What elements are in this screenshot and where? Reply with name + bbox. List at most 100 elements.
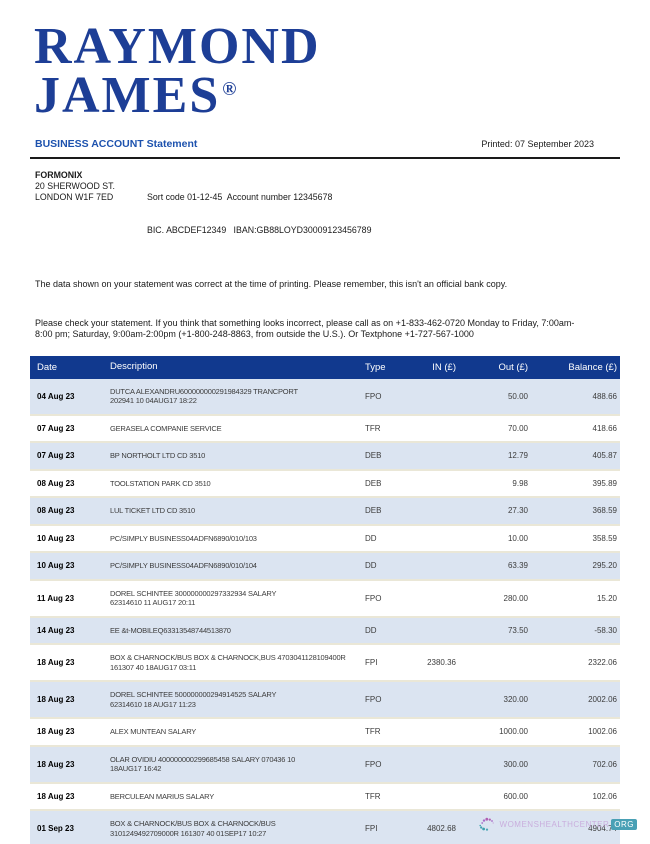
cell-type: DEB xyxy=(365,451,382,461)
table-row: 11 Aug 23 DOREL SCHINTEE 3000000002973329… xyxy=(30,580,620,618)
watermark-org-badge: ORG xyxy=(611,818,637,830)
cell-description: OLAR OVIDIU 400000000299685458 SALARY 07… xyxy=(110,754,296,774)
cell-in: 2380.36 xyxy=(427,658,456,667)
cell-description: BOX & CHARNOCK/BUS BOX & CHARNOCK,BUS 47… xyxy=(110,653,346,672)
cell-balance: 702.06 xyxy=(592,759,617,769)
cell-balance: 2322.06 xyxy=(588,658,617,667)
cell-balance: 102.06 xyxy=(592,791,617,801)
cell-out: 280.00 xyxy=(503,593,528,603)
cell-description: BP NORTHOLT LTD CD 3510 xyxy=(110,451,206,460)
header-divider xyxy=(30,157,620,159)
cell-type: DEB xyxy=(365,478,382,488)
table-row: 18 Aug 23 BERCULEAN MARIUS SALARY TFR 600.0… xyxy=(30,783,620,811)
cell-balance: 488.66 xyxy=(592,391,617,401)
cell-date: 18 Aug 23 xyxy=(37,791,75,801)
cell-date: 18 Aug 23 xyxy=(37,695,75,704)
logo-james-text: JAMES xyxy=(34,67,221,124)
cell-date: 18 Aug 23 xyxy=(37,658,75,667)
watermark: WOMENSHEALTHCENTER ORG xyxy=(478,816,637,832)
address-line-1: 20 SHERWOOD ST. xyxy=(35,181,116,191)
table-row: 18 Aug 23 BOX & CHARNOCK/BUS BOX & CHARNO… xyxy=(30,645,620,682)
column-header-type: Type xyxy=(365,361,386,373)
cell-description: BOX & CHARNOCK/BUS BOX & CHARNOCK/BUS 31… xyxy=(110,819,276,838)
cell-out: 73.50 xyxy=(507,625,528,635)
table-header: Date Description Type IN (£) Out (£) Balance … xyxy=(30,355,620,379)
cell-type: DD xyxy=(365,533,377,543)
column-header-out: Out (£) xyxy=(498,361,528,373)
cell-type: DEB xyxy=(365,506,382,516)
cell-balance: 418.66 xyxy=(592,423,617,433)
column-header-balance: Balance (£) xyxy=(568,361,617,373)
cell-out: 600.00 xyxy=(503,791,528,801)
cell-type: TFR xyxy=(365,423,381,433)
cell-description: DUTCA ALEXANDRU600000000291984329 TRANCP… xyxy=(110,386,298,406)
table-row: 18 Aug 23 ALEX MUNTEAN SALARY TFR 1000.00 10… xyxy=(30,719,620,747)
table-row: 18 Aug 23 OLAR OVIDIU 400000000299685458 … xyxy=(30,746,620,784)
swirl-dots-icon xyxy=(478,817,494,831)
sort-code-account-number: Sort code 01-12-45 Account number 123456… xyxy=(147,192,333,202)
registered-trademark-symbol: ® xyxy=(222,79,237,100)
cell-date: 14 Aug 23 xyxy=(37,625,75,635)
cell-description: EE &t-MOBILEQ63313548744513870 xyxy=(110,625,231,635)
cell-out: 50.00 xyxy=(507,391,528,401)
cell-balance: 15.20 xyxy=(596,593,617,603)
cell-type: DD xyxy=(365,561,377,571)
logo-line-raymond: RAYMOND xyxy=(34,18,321,75)
cell-description: GERASELA COMPANIE SERVICE xyxy=(110,423,222,433)
cell-balance: 395.89 xyxy=(592,478,617,488)
cell-out: 9.98 xyxy=(512,478,528,488)
cell-description: BERCULEAN MARIUS SALARY xyxy=(110,791,215,801)
cell-out: 1000.00 xyxy=(499,727,528,737)
cell-out: 70.00 xyxy=(507,423,528,433)
cell-date: 08 Aug 23 xyxy=(37,506,75,516)
title-statement-word: Statement xyxy=(146,138,198,150)
cell-type: FPO xyxy=(365,695,382,704)
cell-balance: -58.30 xyxy=(594,625,617,635)
table-row: 07 Aug 23 GERASELA COMPANIE SERVICE TFR 70.… xyxy=(30,415,620,443)
cell-balance: 405.87 xyxy=(592,451,617,461)
cell-type: DD xyxy=(365,625,377,635)
cell-out: 27.30 xyxy=(507,506,528,516)
column-header-description: Description xyxy=(110,361,158,373)
table-row: 18 Aug 23 DOREL SCHINTEE 5000000002949145… xyxy=(30,682,620,719)
table-row: 08 Aug 23 LUL TICKET LTD CD 3510 DEB 27.30 3… xyxy=(30,498,620,526)
watermark-site-name: WOMENSHEALTHCENTER xyxy=(499,819,610,829)
column-header-in: IN (£) xyxy=(432,361,456,373)
cell-out: 63.39 xyxy=(507,561,528,571)
cell-type: FPO xyxy=(365,759,382,769)
cell-date: 07 Aug 23 xyxy=(37,423,75,433)
table-row: 08 Aug 23 TOOLSTATION PARK CD 3510 DEB 9.98… xyxy=(30,470,620,498)
cell-balance: 295.20 xyxy=(592,561,617,571)
account-numbers: Sort code 01-12-45 Account number 123456… xyxy=(147,170,371,258)
account-details-block: FORMONIX 20 SHERWOOD ST. LONDON W1F 7ED … xyxy=(35,170,620,258)
table-row: 01 Sep 23 BOX & CHARNOCK/BUS BOX & CHARNO… xyxy=(30,811,620,844)
page-title: BUSINESS ACCOUNT Statement xyxy=(35,138,197,150)
notice-contact: Please check your statement. If you thin… xyxy=(35,317,575,340)
cell-type: TFR xyxy=(365,727,381,737)
cell-type: FPO xyxy=(365,391,382,401)
notice-data-correct: The data shown on your statement was cor… xyxy=(35,279,508,289)
table-row: 07 Aug 23 BP NORTHOLT LTD CD 3510 DEB 12.79… xyxy=(30,443,620,471)
cell-date: 07 Aug 23 xyxy=(37,451,75,461)
cell-type: FPO xyxy=(365,593,382,603)
cell-date: 11 Aug 23 xyxy=(37,593,75,603)
logo-line-james: JAMES ® xyxy=(34,68,620,122)
cell-type: FPI xyxy=(365,824,378,833)
cell-out: 320.00 xyxy=(503,695,528,704)
cell-type: TFR xyxy=(365,791,381,801)
cell-description: ALEX MUNTEAN SALARY xyxy=(110,727,197,736)
cell-date: 08 Aug 23 xyxy=(37,478,75,488)
cell-type: FPI xyxy=(365,658,378,667)
table-row: 10 Aug 23 PC/SIMPLY BUSINESS04ADFN6890/01… xyxy=(30,553,620,581)
table-row: 14 Aug 23 EE &t-MOBILEQ63313548744513870 D… xyxy=(30,617,620,645)
cell-balance: 358.59 xyxy=(592,533,617,543)
statement-title-row: BUSINESS ACCOUNT Statement Printed: 07 S… xyxy=(35,138,594,150)
cell-balance: 368.59 xyxy=(592,506,617,516)
column-header-date: Date xyxy=(37,361,58,373)
cell-date: 10 Aug 23 xyxy=(37,561,75,571)
table-row: 10 Aug 23 PC/SIMPLY BUSINESS04ADFN6890/01… xyxy=(30,525,620,553)
cell-balance: 2002.06 xyxy=(588,695,617,704)
cell-balance: 1002.06 xyxy=(588,727,617,737)
cell-description: DOREL SCHINTEE 300000000297332934 SALARY… xyxy=(110,588,277,608)
